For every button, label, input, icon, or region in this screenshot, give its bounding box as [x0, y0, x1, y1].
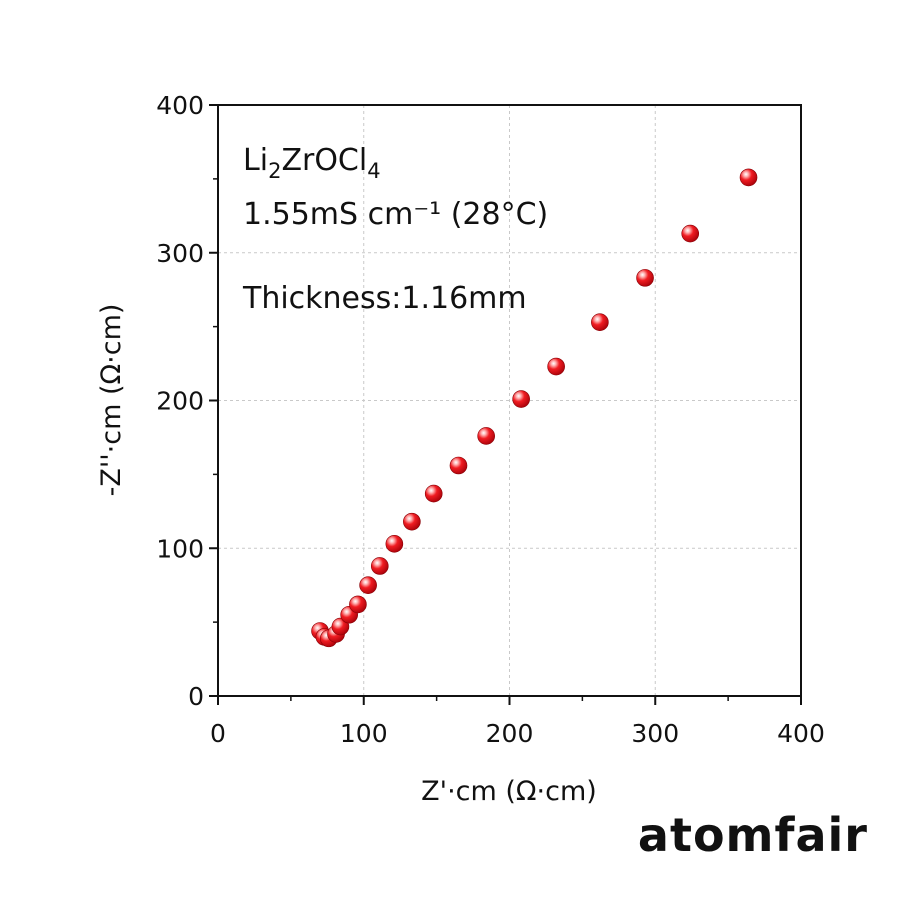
y-tick-label: 100: [156, 534, 204, 563]
data-point: [739, 168, 758, 187]
formula-label: Li2ZrOCl4: [243, 143, 381, 183]
thickness-label: Thickness:1.16mm: [242, 281, 527, 316]
data-point: [449, 456, 468, 475]
x-tick-label: 0: [210, 719, 226, 748]
data-point: [370, 557, 389, 575]
y-tick-label: 300: [156, 239, 204, 268]
data-point: [359, 576, 377, 594]
y-tick-label: 400: [156, 91, 204, 120]
data-point: [681, 224, 700, 243]
y-axis-title: -Z''·cm (Ω·cm): [96, 304, 127, 497]
axis-ticks: 0 100 200 300 400 0 100 200 300 400: [156, 91, 825, 748]
data-point: [591, 313, 609, 331]
y-tick-label: 0: [188, 682, 204, 711]
data-point: [349, 595, 367, 614]
data-points: [311, 168, 758, 648]
conductivity-label: 1.55mS cm⁻¹ (28°C): [243, 197, 548, 232]
x-tick-label: 200: [486, 719, 534, 748]
x-tick-label: 100: [340, 719, 388, 748]
data-point: [547, 357, 565, 376]
data-point: [385, 535, 404, 553]
data-point: [424, 484, 443, 503]
y-tick-label: 200: [156, 387, 204, 416]
data-point: [477, 427, 495, 445]
data-point: [512, 390, 530, 408]
grid-lines: [218, 105, 801, 696]
data-point: [331, 617, 350, 636]
x-axis-title: Z'·cm (Ω·cm): [421, 776, 597, 807]
atomfair-logo: atomfair: [637, 808, 868, 862]
x-tick-label: 300: [631, 719, 679, 748]
x-tick-label: 400: [777, 719, 825, 748]
data-point: [636, 269, 654, 287]
data-point: [403, 512, 421, 531]
